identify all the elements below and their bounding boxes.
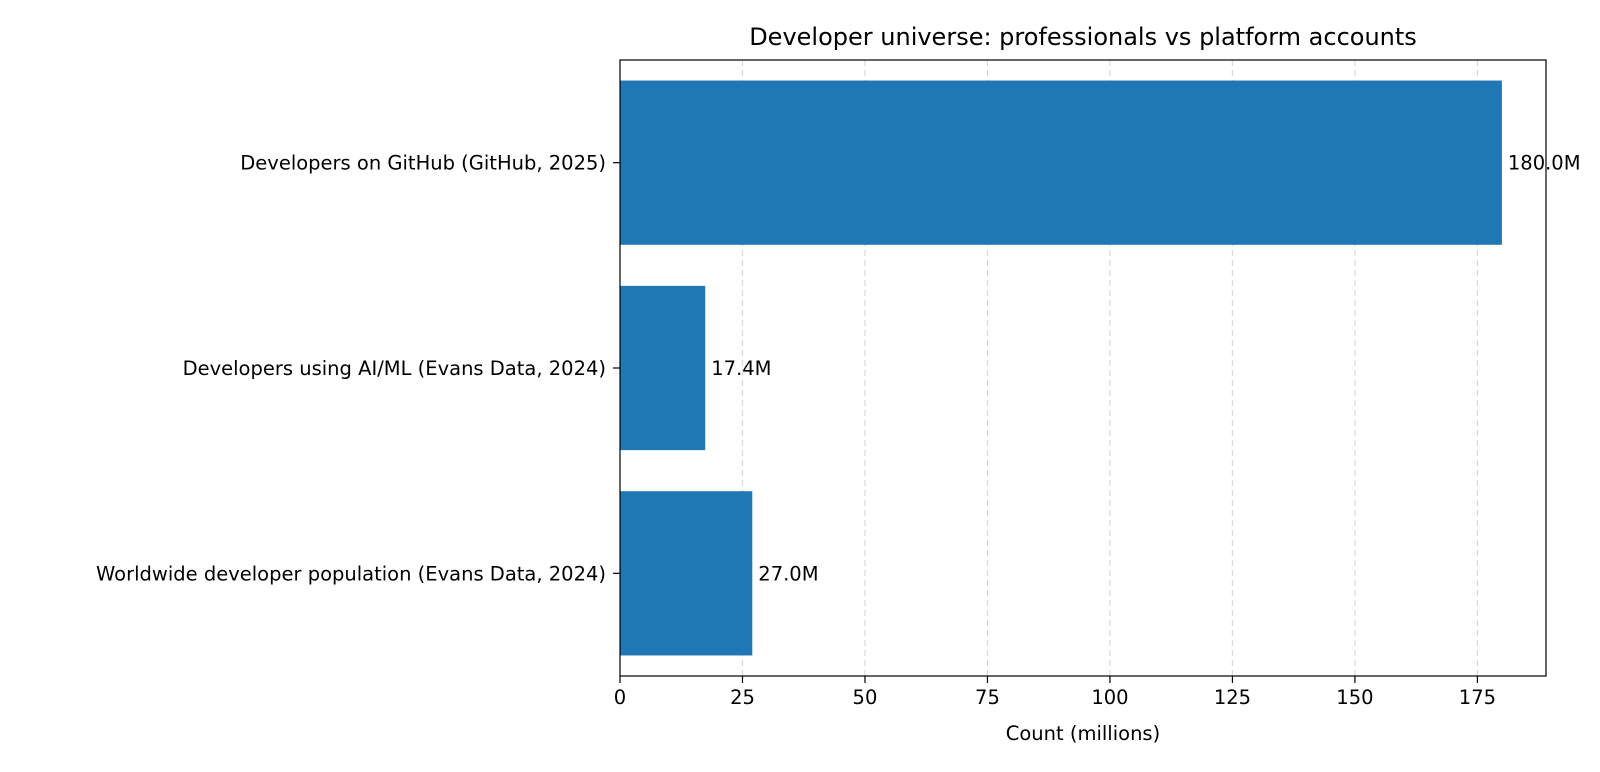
x-tick-label: 100 — [1091, 686, 1128, 709]
bar — [620, 491, 753, 656]
x-tick-label: 25 — [730, 686, 755, 709]
bar-value-label: 17.4M — [711, 357, 771, 380]
bars-layer — [620, 80, 1502, 656]
y-tick-label: Developers on GitHub (GitHub, 2025) — [240, 152, 606, 175]
x-tick-label: 150 — [1336, 686, 1373, 709]
y-tick-label: Worldwide developer population (Evans Da… — [96, 562, 606, 585]
x-tick-label: 75 — [975, 686, 1000, 709]
x-tick-label: 125 — [1214, 686, 1251, 709]
axes-layer: 0 25 50 75 100 125 150 175 Developers on GitHub … — [96, 152, 1496, 709]
x-tick-label: 175 — [1459, 686, 1496, 709]
labels-layer: 180.0M 17.4M 27.0M — [711, 152, 1580, 586]
chart-title: Developer universe: professionals vs pla… — [749, 23, 1417, 51]
bar — [620, 285, 706, 451]
y-tick-label: Developers using AI/ML (Evans Data, 2024… — [183, 357, 606, 380]
x-tick-label: 0 — [614, 686, 626, 709]
bar-value-label: 27.0M — [758, 562, 818, 585]
x-axis-label: Count (millions) — [1006, 722, 1160, 745]
x-tick-label: 50 — [853, 686, 878, 709]
bar — [620, 80, 1502, 245]
bar-value-label: 180.0M — [1508, 152, 1581, 175]
